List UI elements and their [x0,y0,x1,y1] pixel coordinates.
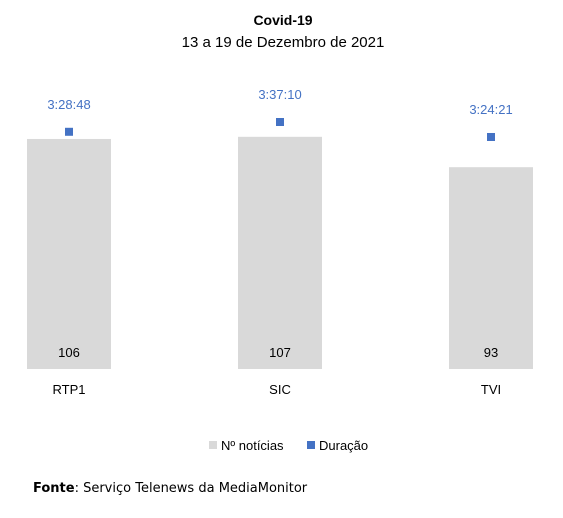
duration-label-rtp1: 3:28:48 [47,97,90,112]
legend: Nº notícias Duração [209,438,368,453]
duration-marker-sic [276,118,284,126]
bar-rtp1 [27,138,111,369]
source-text: : Serviço Telenews da MediaMonitor [74,481,308,496]
bar-tvi [449,167,533,369]
plot-area: 106 RTP1 3:28:48 107 SIC 3:37:10 93 TVI 3:24:21 [27,87,533,397]
bar-value-label-sic: 107 [269,345,291,360]
duration-label-tvi: 3:24:21 [469,102,512,117]
category-label-tvi: TVI [481,382,501,397]
source-label: Fonte [33,481,75,496]
bar-sic [238,136,322,369]
bar-value-label-tvi: 93 [484,345,498,360]
chart-subtitle: 13 a 19 de Dezembro de 2021 [182,34,385,51]
legend-label-noticias: Nº notícias [221,438,284,453]
duration-marker-tvi [487,132,495,141]
source-note: Fonte: Serviço Telenews da MediaMonitor [33,481,307,496]
legend-swatch-noticias [209,441,217,449]
category-label-sic: SIC [269,382,291,397]
chart-title: Covid-19 [253,12,312,28]
legend-swatch-duracao [307,441,315,449]
duration-marker-rtp1 [65,127,73,136]
category-label-rtp1: RTP1 [53,382,86,397]
duration-label-sic: 3:37:10 [258,87,301,102]
bar-value-label-rtp1: 106 [58,345,80,360]
legend-label-duracao: Duração [319,438,368,453]
